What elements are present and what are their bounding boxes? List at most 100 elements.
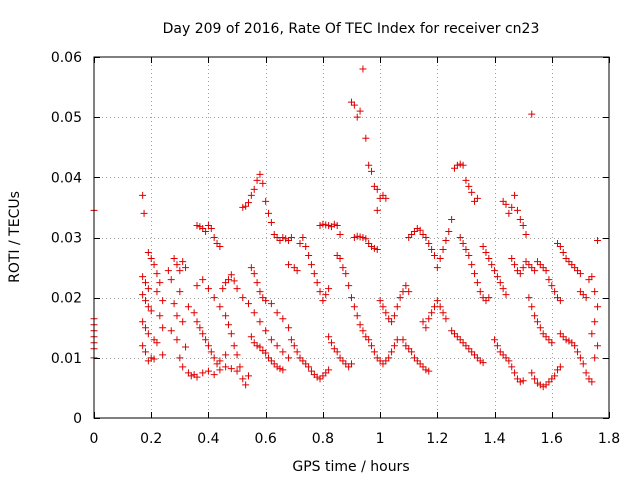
data-point — [554, 294, 561, 302]
data-point — [585, 276, 593, 284]
data-point — [247, 333, 255, 341]
data-point — [385, 354, 393, 362]
data-point — [193, 373, 201, 381]
data-point — [362, 134, 370, 142]
data-point — [471, 270, 479, 278]
data-point — [588, 273, 596, 281]
data-point — [410, 227, 418, 235]
data-point — [250, 309, 258, 317]
data-point — [204, 221, 212, 229]
data-point — [405, 234, 413, 241]
data-point — [187, 372, 195, 380]
data-point — [551, 288, 559, 296]
data-point — [230, 342, 238, 350]
data-point — [451, 330, 458, 338]
data-point — [379, 360, 387, 368]
data-point — [459, 240, 467, 248]
data-point — [262, 327, 270, 335]
data-point — [562, 255, 570, 263]
data-point — [511, 191, 519, 199]
data-point — [199, 276, 207, 284]
data-point — [276, 237, 284, 245]
data-point — [562, 336, 570, 344]
data-point — [279, 315, 287, 323]
grid-lines — [94, 57, 609, 418]
x-axis-label: GPS time / hours — [292, 459, 409, 475]
data-point — [499, 285, 507, 293]
data-point — [279, 366, 287, 374]
data-point — [413, 357, 421, 365]
data-point — [522, 258, 530, 266]
data-point — [482, 297, 490, 305]
data-point — [422, 366, 430, 374]
data-point — [285, 354, 293, 362]
y-tick-label: 0.02 — [51, 291, 82, 307]
data-point — [202, 227, 210, 235]
x-tick-label: 1.4 — [483, 431, 505, 447]
data-point — [393, 303, 401, 311]
x-tick-label: 0.2 — [140, 431, 162, 447]
data-point — [273, 363, 281, 371]
data-point — [502, 291, 510, 299]
data-point — [439, 246, 447, 254]
data-point — [296, 240, 304, 248]
data-point — [373, 354, 381, 362]
data-point — [402, 282, 410, 290]
data-point — [287, 234, 295, 241]
data-point — [333, 221, 341, 229]
plot-frame — [93, 56, 610, 419]
x-tick-label: 1.2 — [426, 431, 448, 447]
data-point — [325, 285, 333, 293]
data-point — [144, 357, 152, 365]
data-point — [430, 252, 438, 260]
data-point — [293, 348, 301, 356]
data-point — [330, 345, 338, 353]
data-point — [150, 355, 158, 363]
data-point — [445, 227, 453, 235]
data-point — [505, 357, 513, 365]
data-point — [273, 342, 281, 350]
data-point — [210, 234, 218, 241]
data-point — [153, 288, 161, 296]
data-point — [204, 285, 212, 293]
data-point — [505, 209, 513, 217]
data-point — [348, 360, 355, 368]
data-point — [556, 297, 564, 305]
data-point — [554, 240, 561, 248]
data-point — [173, 261, 181, 269]
data-point — [439, 309, 447, 317]
data-point — [262, 349, 270, 357]
data-point — [359, 327, 367, 335]
data-point — [588, 378, 596, 386]
data-point — [216, 303, 224, 311]
data-point — [594, 342, 602, 350]
data-point — [270, 230, 278, 238]
data-point — [316, 375, 324, 383]
data-point — [528, 110, 536, 118]
data-point — [182, 343, 190, 351]
data-point — [539, 383, 547, 391]
data-point — [327, 339, 335, 347]
data-point — [591, 318, 599, 326]
data-point — [216, 366, 224, 374]
data-point — [339, 357, 347, 365]
data-point — [365, 240, 373, 248]
data-point — [179, 318, 187, 326]
data-point — [493, 273, 501, 281]
data-point — [496, 348, 504, 356]
data-point — [199, 224, 207, 232]
data-point — [285, 237, 293, 245]
data-point — [388, 348, 396, 356]
data-point — [459, 339, 467, 347]
data-point — [536, 324, 544, 332]
data-point — [239, 294, 247, 302]
data-point — [516, 215, 524, 223]
data-point — [139, 318, 147, 326]
data-point — [224, 276, 232, 284]
data-point — [287, 336, 295, 344]
data-point — [307, 367, 315, 375]
data-point — [307, 261, 315, 269]
data-point — [531, 267, 539, 275]
data-point — [219, 285, 227, 293]
data-point — [250, 185, 258, 193]
